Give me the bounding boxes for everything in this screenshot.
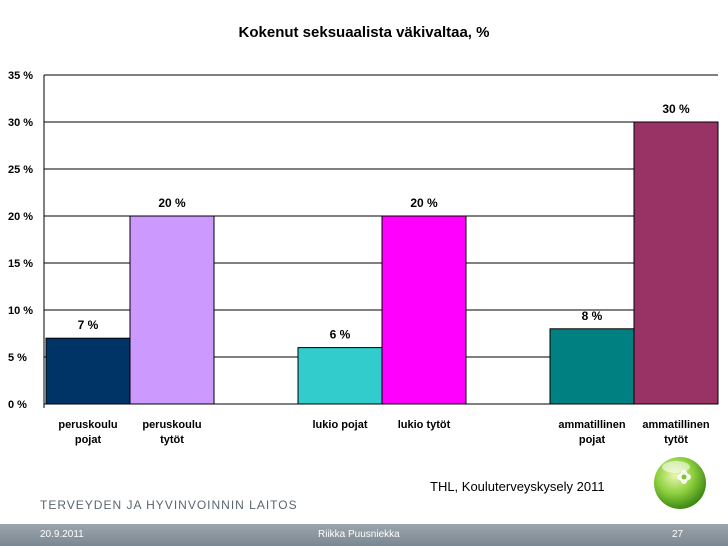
data-label: 6 % xyxy=(330,328,351,342)
x-tick-label: ammatillinen xyxy=(558,419,626,431)
footer-author: Riikka Puusniekka xyxy=(318,529,400,540)
bar xyxy=(129,215,215,405)
y-tick-label: 30 % xyxy=(8,117,33,129)
bar xyxy=(381,215,467,405)
x-tick-label: pojat xyxy=(75,434,102,446)
data-label: 7 % xyxy=(78,318,99,332)
chart-title: Kokenut seksuaalista väkivaltaa, % xyxy=(238,24,490,41)
x-tick-label: pojat xyxy=(579,434,606,446)
y-tick-label: 10 % xyxy=(8,305,33,317)
bar xyxy=(549,328,635,405)
y-tick-label: 5 % xyxy=(8,352,27,364)
x-tick-label: lukio tytöt xyxy=(398,419,451,431)
data-label: 8 % xyxy=(582,309,603,323)
x-tick-label: tytöt xyxy=(160,434,184,446)
bar xyxy=(45,337,131,405)
thl-logo xyxy=(654,457,706,509)
x-tick-label: peruskoulu xyxy=(142,419,201,431)
footer-date: 20.9.2011 xyxy=(40,529,84,540)
bar xyxy=(297,347,383,405)
data-label: 20 % xyxy=(158,196,186,210)
x-tick-label: lukio pojat xyxy=(313,419,368,431)
footer-page-number: 27 xyxy=(672,529,684,540)
y-tick-label: 0 % xyxy=(8,399,27,411)
y-tick-label: 25 % xyxy=(8,164,33,176)
x-tick-label: ammatillinen xyxy=(642,419,710,431)
x-tick-label: peruskoulu xyxy=(58,419,117,431)
y-tick-label: 15 % xyxy=(8,258,33,270)
data-label: 20 % xyxy=(410,196,438,210)
x-tick-label: tytöt xyxy=(664,434,688,446)
source-citation: THL, Kouluterveyskysely 2011 xyxy=(430,479,605,494)
footer-bar: 20.9.2011 Riikka Puusniekka 27 xyxy=(0,524,728,546)
organization-name: TERVEYDEN JA HYVINVOINNIN LAITOS xyxy=(40,498,298,512)
data-label: 30 % xyxy=(662,102,690,116)
y-tick-label: 20 % xyxy=(8,211,33,223)
y-tick-label: 35 % xyxy=(8,70,33,82)
bar xyxy=(633,121,719,405)
